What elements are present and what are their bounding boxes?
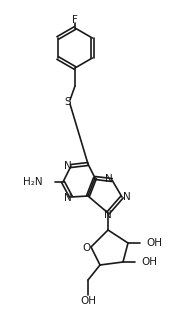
Text: H₂N: H₂N [23,177,43,187]
Text: F: F [72,15,78,25]
Text: S: S [65,97,71,107]
Text: OH: OH [141,257,157,267]
Text: N: N [105,174,113,184]
Text: OH: OH [80,296,96,306]
Text: N: N [123,192,131,202]
Text: O: O [83,243,91,253]
Text: N: N [64,193,72,203]
Text: N: N [64,161,72,171]
Text: OH: OH [146,238,162,248]
Text: N: N [104,210,112,220]
